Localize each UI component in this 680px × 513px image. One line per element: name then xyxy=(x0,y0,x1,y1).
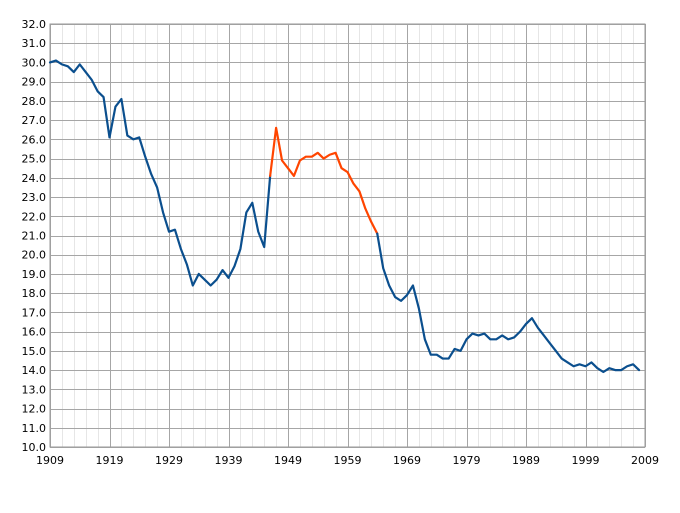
series-lines xyxy=(48,59,641,374)
y-tick-label: 10.0 xyxy=(22,441,47,454)
x-tick-label: 1949 xyxy=(274,454,302,467)
series-line-2 xyxy=(269,126,379,235)
y-tick-label: 27.0 xyxy=(22,114,47,127)
y-tick-label: 13.0 xyxy=(22,383,47,396)
y-tick-label: 12.0 xyxy=(22,403,47,416)
x-tick-label: 1989 xyxy=(512,454,540,467)
x-tick-label: 1919 xyxy=(96,454,124,467)
y-tick-label: 28.0 xyxy=(22,95,47,108)
y-tick-label: 19.0 xyxy=(22,268,47,281)
y-tick-label: 14.0 xyxy=(22,364,47,377)
x-tick-label: 1909 xyxy=(36,454,64,467)
gridlines xyxy=(50,24,646,448)
y-tick-label: 17.0 xyxy=(22,306,47,319)
y-tick-label: 20.0 xyxy=(22,249,47,262)
x-tick-label: 1979 xyxy=(453,454,481,467)
y-tick-label: 18.0 xyxy=(22,287,47,300)
y-axis-tick-labels: 10.0 11.0 12.0 13.0 14.0 15.0 16.0 17.0 18.0 19.0… xyxy=(22,18,47,454)
y-tick-label: 15.0 xyxy=(22,345,47,358)
y-tick-label: 25.0 xyxy=(22,153,47,166)
x-tick-label: 2009 xyxy=(631,454,659,467)
y-tick-label: 11.0 xyxy=(22,422,47,435)
y-tick-label: 30.0 xyxy=(22,56,47,69)
y-tick-label: 23.0 xyxy=(22,191,47,204)
x-tick-label: 1969 xyxy=(393,454,421,467)
x-tick-label: 1959 xyxy=(334,454,362,467)
y-tick-label: 29.0 xyxy=(22,76,47,89)
x-tick-label: 1939 xyxy=(215,454,243,467)
series-line-3 xyxy=(376,232,641,374)
y-tick-label: 32.0 xyxy=(22,18,47,31)
y-tick-label: 16.0 xyxy=(22,326,47,339)
x-axis-tick-labels: 1909 1919 1929 1939 1949 1959 1969 1979 1989 1999… xyxy=(36,454,659,467)
y-tick-label: 26.0 xyxy=(22,133,47,146)
x-tick-label: 1999 xyxy=(572,454,600,467)
x-tick-label: 1929 xyxy=(155,454,183,467)
plot-frame xyxy=(49,23,646,448)
y-tick-label: 21.0 xyxy=(22,230,47,243)
series-line-1 xyxy=(48,59,272,287)
y-tick-label: 24.0 xyxy=(22,172,47,185)
y-tick-label: 22.0 xyxy=(22,210,47,223)
y-tick-label: 31.0 xyxy=(22,37,47,50)
